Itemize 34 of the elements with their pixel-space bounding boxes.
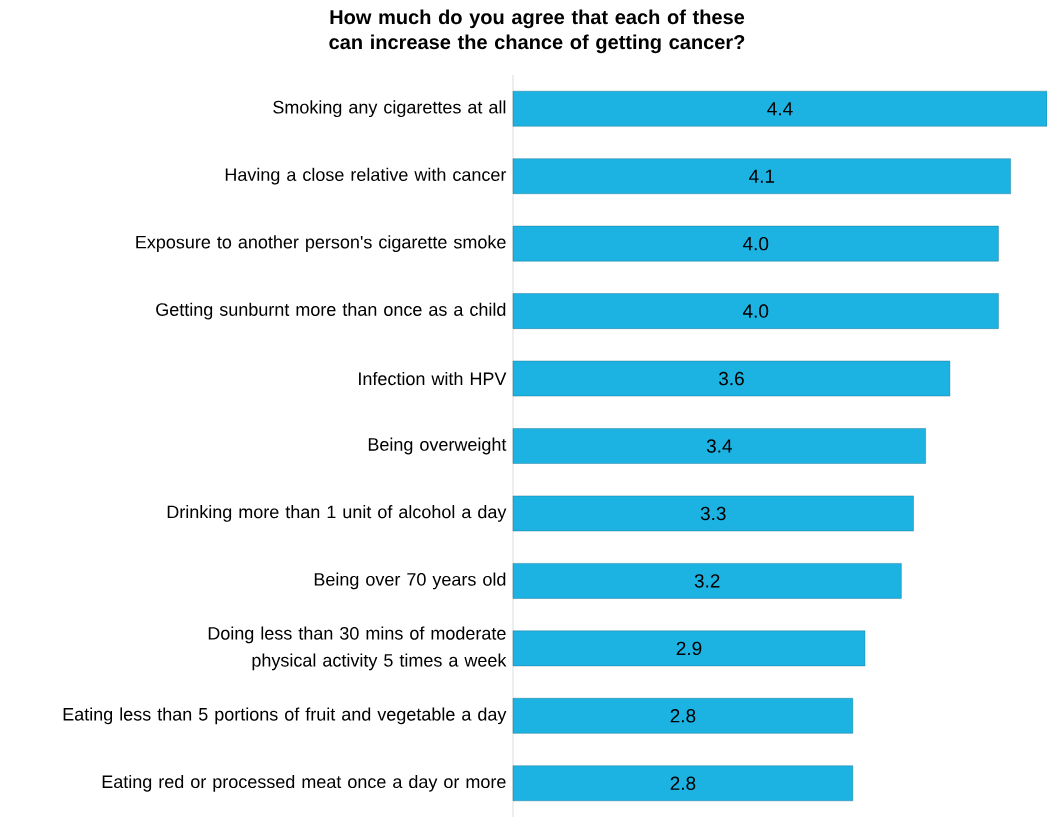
bar	[512, 293, 999, 329]
y-tick-label: Being over 70 years old	[314, 572, 506, 590]
y-tick-label: Drinking more than 1 unit of alcohol a day	[167, 505, 507, 522]
data-label: 2.8	[670, 776, 696, 791]
bar	[512, 563, 902, 599]
y-tick-label: Eating red or processed meat once a day or more	[102, 774, 506, 792]
data-label: 3.4	[706, 439, 732, 453]
data-label: 4.0	[742, 304, 769, 318]
bar	[512, 225, 999, 262]
y-tick-label: Infection with HPV	[359, 371, 507, 386]
bar	[512, 158, 1011, 194]
data-label: 3.3	[700, 506, 726, 521]
y-tick-label: Doing less than 30 mins of moderate physical activity 5 times a week	[208, 626, 507, 671]
y-tick-label: Exposure to another person's cigarette smoke	[136, 235, 506, 253]
data-label: 3.2	[694, 574, 720, 588]
data-label: 2.9	[676, 641, 702, 656]
data-label: 4.4	[767, 102, 793, 116]
data-label: 4.0	[742, 236, 769, 251]
y-tick-label: Having a close relative with cancer	[225, 167, 507, 185]
data-label: 4.1	[749, 169, 775, 183]
bar	[512, 765, 854, 802]
y-tick-label: Getting sunburnt more than once as a child	[156, 302, 506, 320]
bar	[512, 630, 866, 667]
y-tick-label: Smoking any cigarettes at all	[273, 100, 506, 118]
bar	[512, 360, 951, 397]
data-label: 2.8	[670, 709, 696, 723]
bar	[512, 90, 1047, 127]
y-tick-label: Being overweight	[368, 437, 507, 455]
bar	[512, 428, 926, 464]
y-tick-label: Eating less than 5 portions of fruit and vegetable a day	[63, 707, 507, 725]
data-label: 3.6	[718, 371, 744, 386]
bar	[512, 698, 854, 734]
chart-title: How much do you agree that each of these can increase the chance of getting cancer?	[329, 9, 745, 54]
bar	[512, 495, 914, 532]
